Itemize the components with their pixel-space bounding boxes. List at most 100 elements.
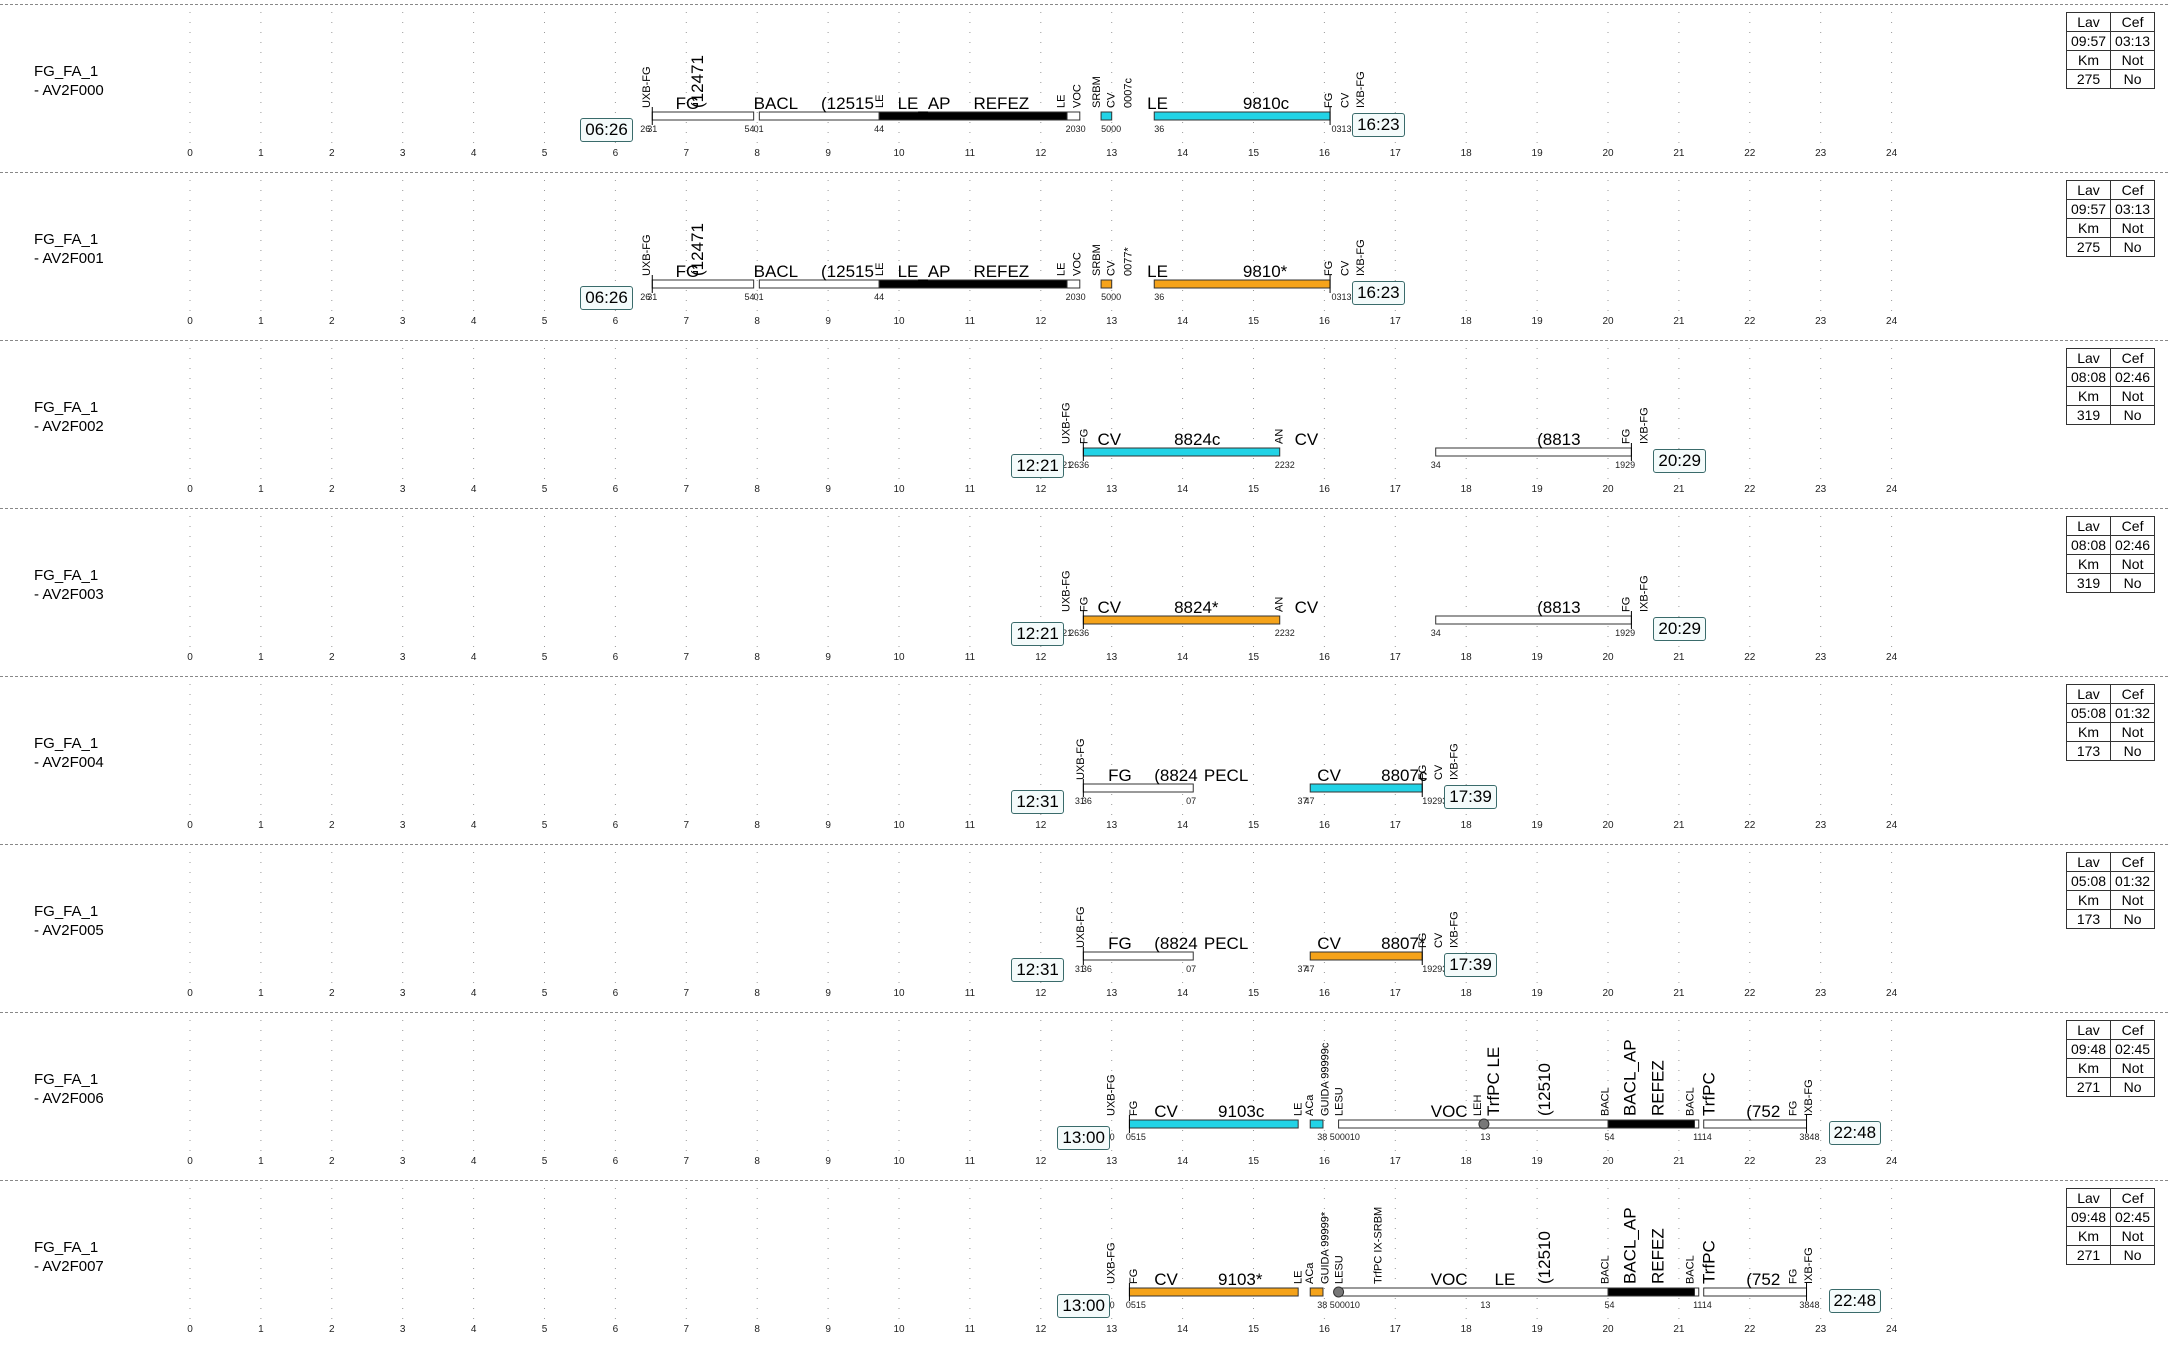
duty-bar[interactable] bbox=[1693, 1287, 1700, 1297]
hour-tick-label: 21 bbox=[1673, 316, 1685, 327]
minute-label: 1929 bbox=[1615, 628, 1635, 638]
duty-bar[interactable] bbox=[1082, 615, 1281, 625]
schedule-row[interactable]: FG_FA_1- AV2F006 Lav Cef 09:48 02:45 Km Not 271… bbox=[0, 1012, 2168, 1180]
duty-bar[interactable] bbox=[1607, 1119, 1695, 1129]
hour-tick-label: 4 bbox=[471, 652, 477, 663]
segment-label: CV bbox=[1154, 1270, 1178, 1289]
minute-label: 54 bbox=[1604, 1300, 1614, 1310]
hour-tick-label: 10 bbox=[893, 988, 905, 999]
station-label: UXB-FG bbox=[1075, 906, 1087, 948]
duty-bar[interactable] bbox=[1082, 951, 1194, 961]
duty-bar[interactable] bbox=[651, 279, 755, 289]
hour-tick-label: 11 bbox=[965, 316, 976, 327]
duty-bar[interactable] bbox=[1309, 783, 1423, 793]
duty-bar[interactable] bbox=[1309, 951, 1423, 961]
hour-tick-label: 17 bbox=[1390, 484, 1402, 495]
transfer-dot bbox=[1333, 1286, 1345, 1298]
duty-bar[interactable] bbox=[1066, 279, 1081, 289]
schedule-row[interactable]: FG_FA_1- AV2F003 Lav Cef 08:08 02:46 Km Not 319… bbox=[0, 508, 2168, 676]
hour-tick-label: 3 bbox=[400, 484, 406, 495]
hour-tick-label: 10 bbox=[893, 1156, 905, 1167]
hour-tick-label: 17 bbox=[1390, 988, 1402, 999]
duty-bar[interactable] bbox=[1100, 279, 1113, 289]
duty-bar[interactable] bbox=[1128, 1119, 1299, 1129]
hour-tick-label: 0 bbox=[187, 316, 193, 327]
stats-cell: 02:45 bbox=[2110, 1039, 2156, 1059]
hour-tick-label: 5 bbox=[542, 1324, 548, 1335]
station-label: FG bbox=[1621, 429, 1633, 444]
stats-cell: Km bbox=[2065, 554, 2112, 574]
schedule-row[interactable]: FG_FA_1- AV2F001 Lav Cef 09:57 03:13 Km Not 275… bbox=[0, 172, 2168, 340]
hour-tick-label: 8 bbox=[754, 484, 760, 495]
hour-tick-label: 16 bbox=[1319, 316, 1331, 327]
duty-bar[interactable] bbox=[1309, 1287, 1324, 1297]
duty-bar[interactable] bbox=[1338, 1119, 1609, 1129]
duty-bar[interactable] bbox=[1128, 1287, 1299, 1297]
end-time-box: 17:39 bbox=[1444, 953, 1497, 977]
hour-tick-label: 14 bbox=[1177, 988, 1189, 999]
stats-cell: Lav bbox=[2065, 348, 2112, 368]
hour-tick-label: 12 bbox=[1035, 148, 1047, 159]
station-label: TrfPC IX-SRBM bbox=[1373, 1207, 1385, 1284]
duty-bar[interactable] bbox=[1435, 447, 1632, 457]
minute-label: 36 bbox=[1154, 124, 1164, 134]
duty-bar[interactable] bbox=[1153, 111, 1331, 121]
duty-bar[interactable] bbox=[878, 111, 1070, 121]
schedule-row[interactable]: FG_FA_1- AV2F002 Lav Cef 08:08 02:46 Km Not 319… bbox=[0, 340, 2168, 508]
stats-cell: 05:08 bbox=[2065, 703, 2112, 723]
hour-tick-label: 8 bbox=[754, 1324, 760, 1335]
stats-cell: No bbox=[2110, 909, 2156, 929]
hour-tick-label: 24 bbox=[1886, 484, 1898, 495]
schedule-row[interactable]: FG_FA_1- AV2F005 Lav Cef 05:08 01:32 Km Not 173… bbox=[0, 844, 2168, 1012]
duty-bar[interactable] bbox=[758, 279, 880, 289]
hour-tick-label: 11 bbox=[965, 1156, 976, 1167]
schedule-row[interactable]: FG_FA_1- AV2F000 Lav Cef 09:57 03:13 Km Not 275… bbox=[0, 4, 2168, 172]
hour-tick-label: 8 bbox=[754, 820, 760, 831]
row-name: FG_FA_1 - AV2F000 bbox=[34, 62, 104, 100]
stats-cell: No bbox=[2110, 69, 2156, 89]
duty-bar[interactable] bbox=[1338, 1287, 1609, 1297]
segment-label: LE bbox=[1495, 1270, 1516, 1289]
hour-tick-label: 4 bbox=[471, 988, 477, 999]
segment-label: 8807c bbox=[1381, 766, 1428, 785]
segment-label: 9810* bbox=[1243, 262, 1288, 281]
hour-tick-label: 2 bbox=[329, 1324, 335, 1335]
minute-label: 1114 bbox=[1693, 1300, 1712, 1310]
station-label: UXB-FG bbox=[1105, 1242, 1117, 1284]
duty-bar[interactable] bbox=[1309, 1119, 1324, 1129]
timeline: 0 1 2 3 4 5 6 7 8 9 10 11 12 13 14 15 16 17 18 19 20 21 22 23 24… bbox=[187, 684, 1898, 831]
hour-tick-label: 17 bbox=[1390, 1324, 1402, 1335]
duty-bar[interactable] bbox=[1082, 783, 1194, 793]
hour-tick-label: 24 bbox=[1886, 652, 1898, 663]
duty-bar[interactable] bbox=[1693, 1119, 1700, 1129]
duty-bar[interactable] bbox=[758, 111, 880, 121]
hour-tick-label: 0 bbox=[187, 988, 193, 999]
duty-bar[interactable] bbox=[1607, 1287, 1695, 1297]
stats-cell: 271 bbox=[2065, 1245, 2112, 1265]
hour-tick-label: 21 bbox=[1673, 820, 1685, 831]
duty-bar[interactable] bbox=[1703, 1119, 1808, 1129]
hour-tick-label: 22 bbox=[1744, 1156, 1756, 1167]
duty-bar[interactable] bbox=[651, 111, 755, 121]
hour-tick-label: 15 bbox=[1248, 484, 1260, 495]
duty-bar[interactable] bbox=[1153, 279, 1331, 289]
duty-bar[interactable] bbox=[1082, 447, 1281, 457]
minute-label: 13 bbox=[1480, 1132, 1490, 1142]
hour-tick-label: 13 bbox=[1106, 484, 1118, 495]
minute-label: 1114 bbox=[1693, 1132, 1712, 1142]
schedule-row[interactable]: FG_FA_1- AV2F004 Lav Cef 05:08 01:32 Km Not 173… bbox=[0, 676, 2168, 844]
duty-bar[interactable] bbox=[1100, 111, 1113, 121]
hour-tick-label: 10 bbox=[893, 484, 905, 495]
hour-tick-label: 0 bbox=[187, 1156, 193, 1167]
minute-label: 54 bbox=[1604, 1132, 1614, 1142]
duty-bar[interactable] bbox=[1703, 1287, 1808, 1297]
hour-tick-label: 1 bbox=[258, 988, 264, 999]
duty-bar[interactable] bbox=[878, 279, 1070, 289]
duty-bar[interactable] bbox=[1435, 615, 1632, 625]
minute-label: 07 bbox=[1186, 964, 1196, 974]
duty-bar[interactable] bbox=[1066, 111, 1081, 121]
hour-tick-label: 7 bbox=[684, 820, 690, 831]
hour-tick-label: 6 bbox=[613, 316, 619, 327]
schedule-row[interactable]: FG_FA_1- AV2F007 Lav Cef 09:48 02:45 Km Not 271… bbox=[0, 1180, 2168, 1348]
hour-tick-label: 24 bbox=[1886, 316, 1898, 327]
